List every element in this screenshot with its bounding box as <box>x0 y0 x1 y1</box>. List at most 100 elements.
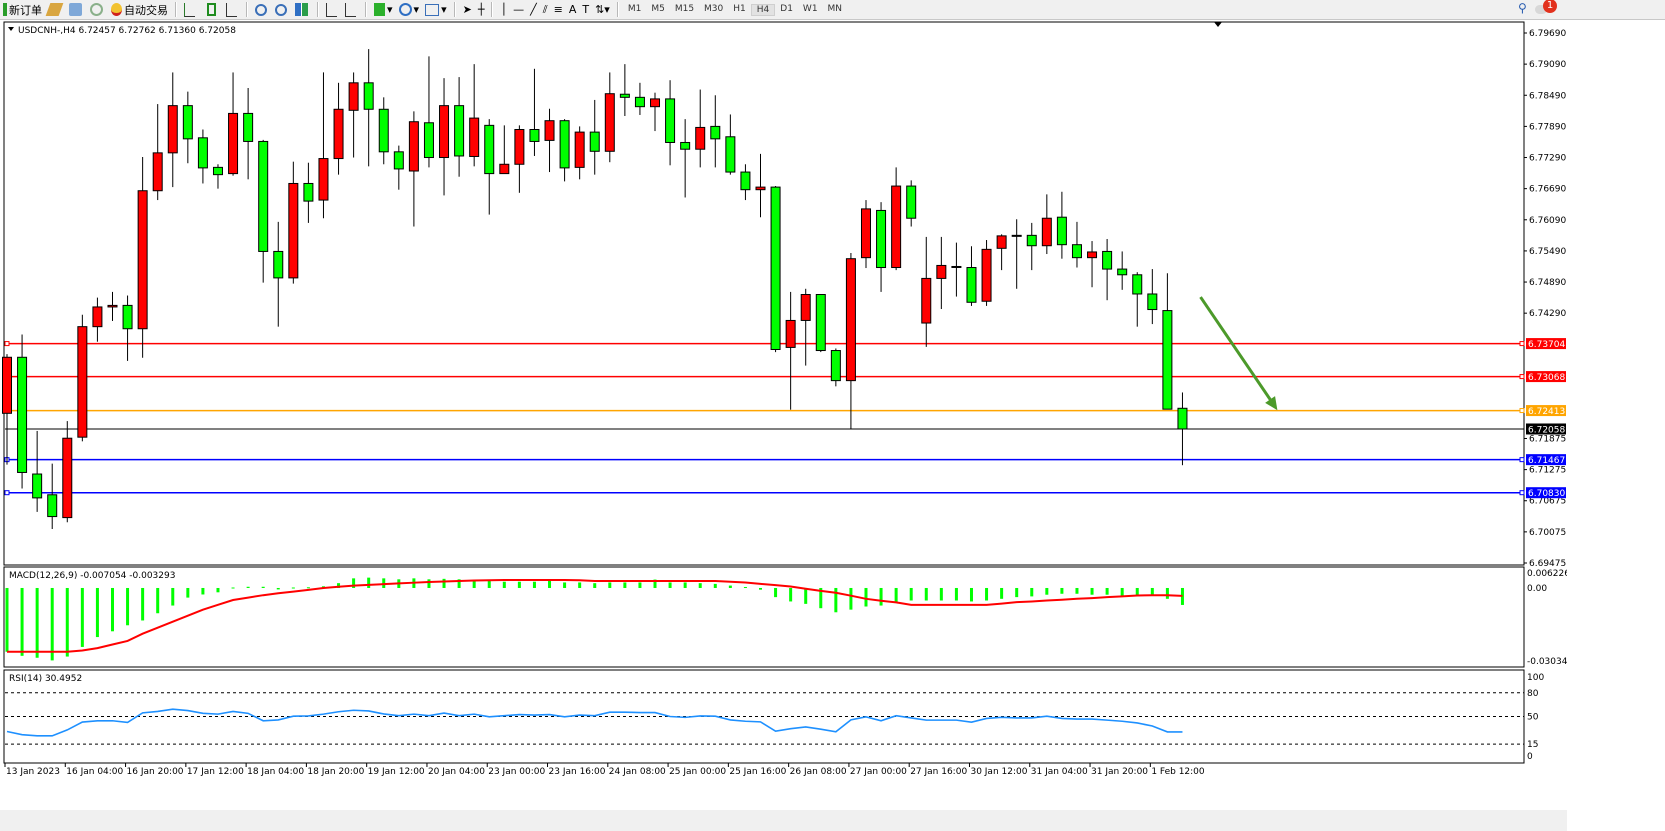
price-tick-label: 6.70675 <box>1529 497 1566 507</box>
periods-icon <box>398 3 412 16</box>
macd-histogram-bar <box>909 587 913 601</box>
macd-histogram-bar <box>261 586 265 588</box>
macd-histogram-bar <box>35 587 39 658</box>
text-label-icon: T <box>582 3 590 16</box>
market-watch-button[interactable] <box>66 1 87 19</box>
auto-scroll-button[interactable] <box>323 1 342 19</box>
bear-candle <box>212 166 223 176</box>
line-chart-button[interactable] <box>223 1 242 19</box>
time-tick-label: 18 Jan 04:00 <box>247 767 304 777</box>
bear-candle <box>1026 234 1037 247</box>
price-level-tag <box>1526 454 1566 466</box>
price-tick-label: 6.74290 <box>1529 309 1566 319</box>
line-anchor-handle <box>1519 408 1525 414</box>
time-tick-label: 24 Jan 08:00 <box>609 767 666 777</box>
macd-histogram-bar <box>487 581 491 588</box>
macd-histogram-bar <box>171 587 175 606</box>
vertical-line-button[interactable]: │ <box>497 1 510 19</box>
text-button[interactable]: A <box>566 1 580 19</box>
toolbar-separator <box>317 2 319 17</box>
chart-window[interactable]: 6.79690 6.79090 6.78490 6.77890 6.77290 6.766… <box>0 20 1567 810</box>
text-label-button[interactable]: T <box>579 1 592 19</box>
timeframe-h4[interactable]: H4 <box>750 3 776 16</box>
chart-canvas[interactable]: 6.79690 6.79090 6.78490 6.77890 6.77290 6.766… <box>0 20 1567 810</box>
signal-button[interactable] <box>87 1 108 19</box>
bull-candle <box>891 185 902 269</box>
bull-candle <box>785 319 796 348</box>
fibonacci-button[interactable]: ≡ <box>551 1 566 19</box>
templates-button[interactable]: ▾ <box>422 1 450 19</box>
price-tick-label: 6.69475 <box>1529 559 1566 569</box>
macd-label: MACD(12,26,9) -0.007054 -0.003293 <box>9 571 175 581</box>
bar-chart-button[interactable] <box>181 1 200 19</box>
bull-candle <box>318 158 329 201</box>
timeframe-d1[interactable]: D1 <box>780 3 793 14</box>
bear-candle <box>1177 407 1188 430</box>
rsi-label: RSI(14) 30.4952 <box>9 674 82 684</box>
macd-histogram-bar <box>1030 587 1034 597</box>
zoom-out-button[interactable] <box>272 1 292 19</box>
macd-histogram-bar <box>352 578 356 588</box>
bear-candle <box>665 98 676 143</box>
macd-histogram-bar <box>924 587 928 601</box>
equidistant-channel-button[interactable]: ⫽ <box>540 1 551 19</box>
bull-candle <box>77 326 88 438</box>
macd-histogram-bar <box>1180 587 1184 605</box>
bull-candle <box>514 129 525 165</box>
macd-histogram-bar <box>1045 587 1049 595</box>
periods-button[interactable]: ▾ <box>396 1 423 19</box>
bear-candle <box>1056 216 1067 246</box>
candlestick-button[interactable] <box>200 1 223 19</box>
cursor-button[interactable]: ➤ <box>460 1 475 19</box>
vertical-line-icon: │ <box>500 3 508 16</box>
auto-trading-label: 自动交易 <box>124 3 168 17</box>
timeframe-m15[interactable]: M15 <box>674 3 695 14</box>
chart-shift-button[interactable] <box>342 1 361 19</box>
horizontal-line-button[interactable]: — <box>510 1 527 19</box>
macd-histogram-bar <box>608 582 612 588</box>
timeframe-m5[interactable]: M5 <box>651 3 665 14</box>
macd-histogram-bar <box>1015 587 1019 598</box>
bear-candle <box>32 473 43 499</box>
time-tick-label: 19 Jan 12:00 <box>368 767 425 777</box>
bull-candle <box>604 93 615 152</box>
bull-candle <box>544 120 555 141</box>
auto-trading-button[interactable]: 自动交易 <box>108 1 171 19</box>
zoom-in-button[interactable] <box>252 1 272 19</box>
macd-histogram-bar <box>743 587 747 589</box>
bear-candle <box>876 209 887 269</box>
signal-icon <box>90 3 103 16</box>
macd-histogram-bar <box>638 582 642 588</box>
bear-candle <box>378 108 389 153</box>
crosshair-button[interactable]: ┼ <box>475 1 488 19</box>
bull-candle <box>439 105 450 159</box>
timeframe-m30[interactable]: M30 <box>704 3 724 14</box>
bear-candle <box>17 356 28 473</box>
timeframe-mn[interactable]: MN <box>827 3 843 14</box>
macd-histogram-bar <box>502 581 506 588</box>
indicators-button[interactable]: ▾ <box>371 1 396 19</box>
fibonacci-icon: ≡ <box>553 3 563 16</box>
tile-windows-button[interactable] <box>292 1 313 19</box>
search-icon[interactable]: ⚲ <box>1518 1 1527 15</box>
time-tick-label: 16 Jan 20:00 <box>127 767 184 777</box>
timeframe-m1[interactable]: M1 <box>627 3 642 14</box>
bear-candle <box>243 112 254 142</box>
arrows-button[interactable]: ⇅▾ <box>592 1 613 19</box>
macd-histogram-bar <box>894 587 898 603</box>
bear-candle <box>966 267 977 303</box>
price-tick-label: 6.78490 <box>1529 91 1566 101</box>
chat-icon[interactable] <box>1535 5 1547 14</box>
macd-histogram-bar <box>1120 587 1124 597</box>
timeframe-w1[interactable]: W1 <box>802 3 818 14</box>
strategy-folder-button[interactable] <box>45 1 66 19</box>
bull-candle <box>1011 234 1022 237</box>
trendline-button[interactable]: ╱ <box>527 1 540 19</box>
notification-badge[interactable]: 1 <box>1543 0 1557 13</box>
timeframe-h1[interactable]: H1 <box>733 3 746 14</box>
chart-header: USDCNH-,H4 6.72457 6.72762 6.71360 6.720… <box>18 26 236 36</box>
new-order-button[interactable]: 新订单 <box>0 1 45 19</box>
tile-windows-icon <box>295 3 308 16</box>
macd-histogram-bar <box>1135 587 1139 596</box>
macd-histogram-bar <box>939 587 943 601</box>
